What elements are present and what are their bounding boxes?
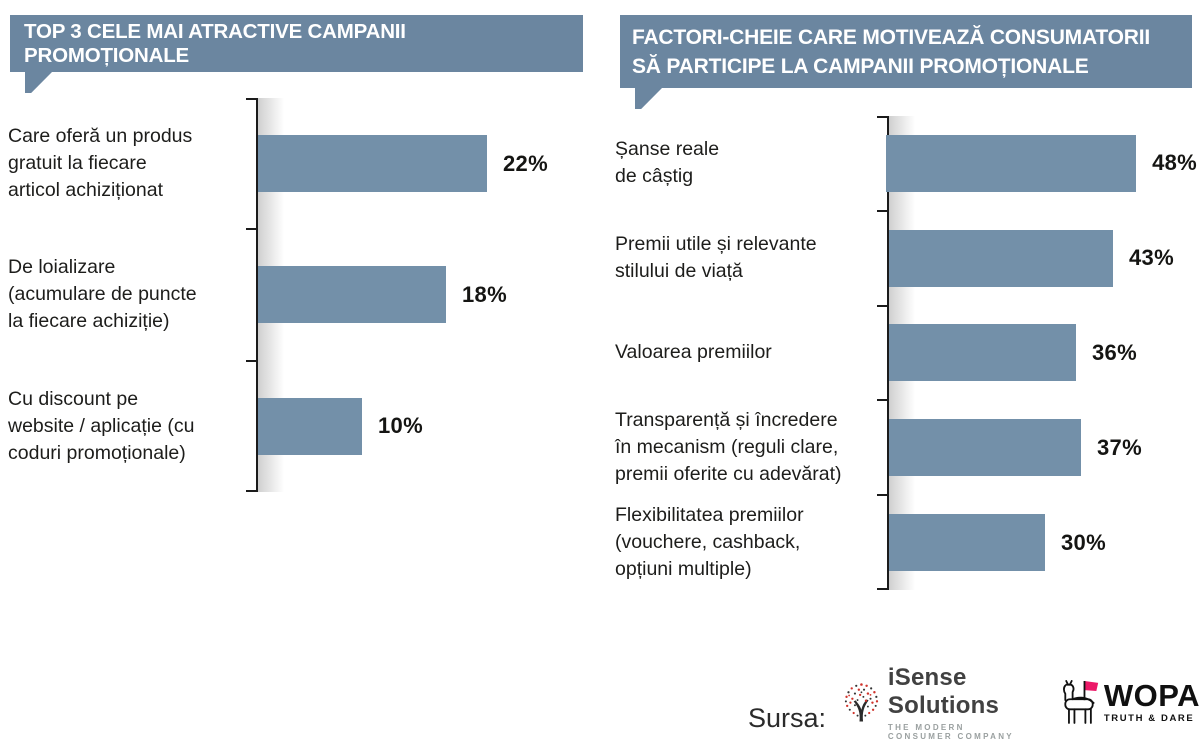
source-footer: Sursa: — [748, 660, 1200, 744]
category-label: Premii utile și relevante stilului de vi… — [615, 233, 817, 283]
tick-mark — [246, 98, 256, 100]
left-bubble-tail — [25, 71, 53, 93]
percentage-value: 22% — [503, 150, 548, 176]
axis-line — [256, 98, 258, 492]
wopa-logo: WOPA TRUTH & DARE — [1058, 677, 1200, 727]
category-label: Cu discount pe website / aplicație (cu c… — [8, 387, 195, 464]
tick-mark — [877, 588, 887, 590]
tick-mark — [877, 304, 887, 307]
wopa-tagline: TRUTH & DARE — [1103, 713, 1195, 724]
tick-mark — [246, 228, 256, 231]
bar — [889, 514, 1045, 572]
percentage-value: 37% — [1097, 434, 1142, 460]
chart-row: Premii utile și relevante stilului de vi… — [615, 211, 1197, 306]
chart-row: De loializare (acumulare de puncte la fi… — [8, 229, 592, 360]
left-chart-title-bubble: TOP 3 CELE MAI ATRACTIVE CAMPANII PROMOȚ… — [10, 15, 583, 72]
right-bubble-tail — [635, 87, 663, 109]
bar — [889, 419, 1081, 477]
right-bar-chart: Șanse reale de câștig 48% Premii utile și … — [615, 116, 1197, 590]
bar — [886, 134, 1137, 192]
wopa-name: WOPA — [1103, 678, 1200, 713]
bar — [258, 135, 487, 193]
tick-mark — [877, 209, 887, 212]
right-chart-title-bubble: FACTORI-CHEIE CARE MOTIVEAZĂ CONSUMATORI… — [620, 15, 1192, 88]
left-chart-title: TOP 3 CELE MAI ATRACTIVE CAMPANII PROMOȚ… — [24, 19, 406, 67]
percentage-value: 36% — [1092, 339, 1137, 365]
isense-solutions-logo: iSense Solutions THE MODERN CONSUMER COM… — [842, 664, 1032, 741]
percentage-value: 48% — [1152, 150, 1197, 176]
isense-tree-icon — [844, 683, 879, 722]
category-label: Flexibilitatea premiilor (vouchere, cash… — [615, 504, 804, 581]
chart-row: Șanse reale de câștig 48% — [615, 116, 1197, 211]
bar — [258, 266, 446, 324]
chart-row: Care oferă un produs gratuit la fiecare … — [8, 98, 592, 229]
category-label: De loializare (acumulare de puncte la fi… — [8, 256, 197, 333]
left-bar-chart: Care oferă un produs gratuit la fiecare … — [8, 98, 592, 492]
isense-name: iSense Solutions — [887, 663, 1000, 719]
axis-line — [887, 116, 889, 590]
chart-row: Transparență și încredere în mecanism (r… — [615, 400, 1197, 495]
category-label: Șanse reale de câștig — [615, 138, 720, 188]
wopa-llama-icon — [1062, 680, 1099, 724]
chart-row: Valoarea premiilor 36% — [615, 306, 1197, 401]
right-chart-title: FACTORI-CHEIE CARE MOTIVEAZĂ CONSUMATORI… — [632, 25, 1150, 78]
percentage-value: 43% — [1129, 245, 1174, 271]
category-label: Transparență și încredere în mecanism (r… — [615, 409, 842, 486]
chart-row: Flexibilitatea premiilor (vouchere, cash… — [615, 495, 1197, 590]
chart-row: Cu discount pe website / aplicație (cu c… — [8, 361, 592, 492]
tick-mark — [877, 399, 887, 402]
category-label: Care oferă un produs gratuit la fiecare … — [8, 125, 193, 202]
tick-mark — [246, 359, 256, 362]
isense-tagline: THE MODERN CONSUMER COMPANY — [887, 722, 1014, 741]
percentage-value: 30% — [1061, 529, 1106, 555]
tick-mark — [877, 494, 887, 497]
source-label: Sursa: — [748, 703, 827, 733]
bar — [889, 324, 1076, 382]
category-label: Valoarea premiilor — [615, 341, 772, 364]
tick-mark — [246, 490, 256, 492]
bar — [889, 229, 1113, 287]
tick-mark — [877, 116, 887, 118]
bar — [258, 397, 362, 455]
percentage-value: 10% — [378, 413, 423, 439]
percentage-value: 18% — [462, 281, 507, 307]
